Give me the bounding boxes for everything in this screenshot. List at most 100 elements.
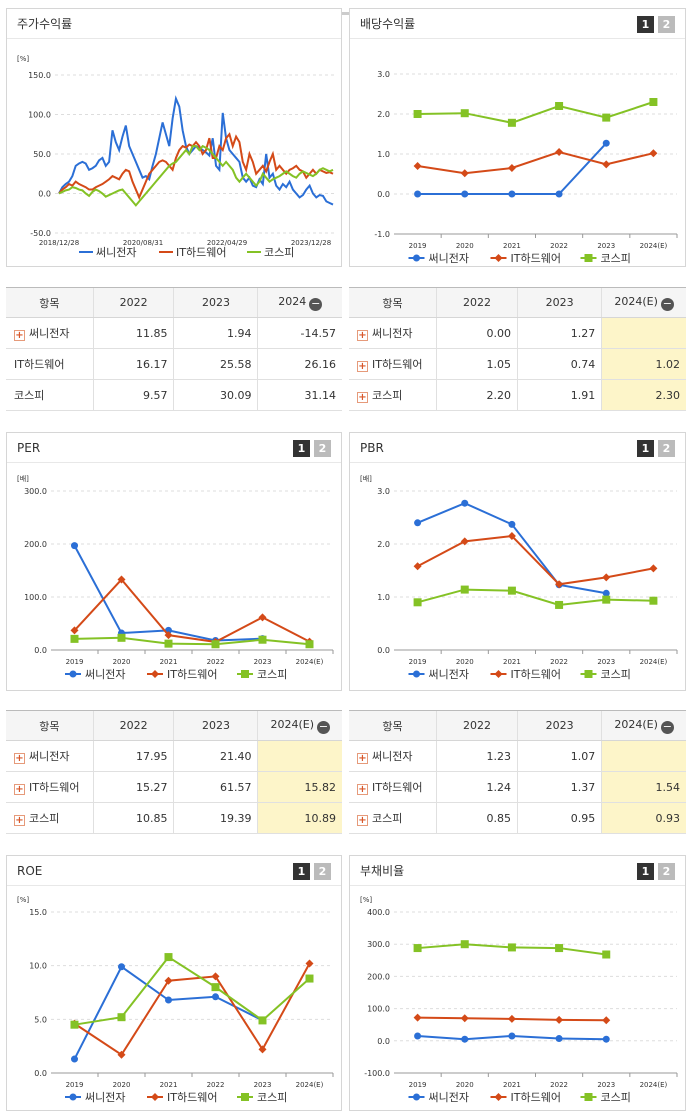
tab-1[interactable]: 1	[637, 16, 654, 33]
y-tick-label: -1.0	[374, 230, 390, 239]
y-tick-label: 300.0	[367, 940, 390, 949]
legend: 써니전자 IT하드웨어 코스피	[79, 245, 294, 259]
column-header: 항목	[349, 710, 437, 741]
data-point	[508, 1032, 516, 1040]
tab-1[interactable]: 1	[293, 863, 310, 880]
x-tick-label: 2019	[409, 1081, 427, 1089]
row-label-cell: 코스피	[6, 379, 94, 411]
value-cell: 25.58	[173, 348, 258, 380]
x-tick-label: 2020	[456, 658, 474, 666]
tab-1[interactable]: 1	[637, 440, 654, 457]
legend-item[interactable]: 써니전자	[408, 252, 469, 265]
value-cell: 1.27	[516, 317, 602, 349]
expand-icon[interactable]: +	[357, 330, 368, 341]
legend-item[interactable]: 코스피	[237, 1091, 287, 1104]
row-label: IT하드웨어	[29, 781, 80, 794]
data-point	[602, 160, 611, 169]
column-header-label: 2024	[278, 294, 307, 308]
tab-2[interactable]: 2	[658, 440, 675, 457]
legend-item[interactable]: 써니전자	[65, 1091, 125, 1104]
tab-2[interactable]: 2	[658, 16, 675, 33]
legend-label: 써니전자	[429, 668, 469, 681]
debt-ratio-chart: [%] 400.0 300.0 200.0 100.0 0.0 -100.0 2019 2020…	[360, 896, 678, 1104]
x-tick-label: 2020	[113, 658, 131, 666]
data-point	[555, 1015, 564, 1024]
tab-2[interactable]: 2	[314, 440, 331, 457]
tab-2[interactable]: 2	[314, 863, 331, 880]
legend-item[interactable]: 써니전자	[79, 246, 136, 259]
data-point	[555, 1035, 563, 1043]
value-cell: 1.07	[516, 740, 602, 772]
expand-icon[interactable]: +	[357, 392, 368, 403]
tab-2[interactable]: 2	[658, 863, 675, 880]
legend-item[interactable]: 코스피	[580, 252, 631, 265]
data-point	[602, 1016, 611, 1025]
data-point	[555, 102, 564, 110]
legend-item[interactable]: IT하드웨어	[147, 667, 217, 681]
legend-item[interactable]: IT하드웨어	[490, 251, 561, 265]
value-cell: 16.17	[92, 348, 174, 380]
legend-marker	[241, 670, 249, 678]
y-tick-label: 3.0	[377, 70, 390, 79]
legend-item[interactable]: IT하드웨어	[490, 667, 561, 681]
data-point	[555, 148, 564, 156]
legend-item[interactable]: IT하드웨어	[147, 1090, 217, 1104]
value-cell: 21.40	[173, 740, 258, 772]
expand-icon[interactable]: +	[357, 784, 368, 795]
column-header: 항목	[349, 287, 437, 318]
expand-icon[interactable]: +	[14, 753, 25, 764]
row-label-cell: + IT하드웨어	[6, 771, 94, 803]
per-chart: [배] 300.0 200.0 100.0 0.0 2019 2020 2021 2022 202…	[17, 474, 334, 681]
value-cell: 61.57	[173, 771, 258, 803]
legend-item[interactable]: 코스피	[580, 668, 631, 681]
y-tick-label: 5.0	[34, 1015, 47, 1024]
expand-icon[interactable]: +	[14, 330, 25, 341]
expand-icon[interactable]: +	[357, 815, 368, 826]
legend-item[interactable]: 써니전자	[408, 1091, 469, 1104]
column-header-label: 항목	[39, 719, 60, 733]
legend-marker	[584, 670, 593, 678]
data-point	[117, 575, 126, 584]
data-point	[117, 633, 126, 642]
collapse-icon[interactable]: −	[309, 296, 323, 311]
tab-1[interactable]: 1	[637, 863, 654, 880]
collapse-icon[interactable]: −	[660, 296, 674, 311]
value-cell: 30.09	[173, 379, 258, 411]
data-point	[414, 519, 422, 527]
row-label-cell: IT하드웨어	[6, 348, 94, 380]
column-header-label: 항목	[382, 296, 403, 310]
value-cell: 2.20	[436, 379, 518, 411]
series-1	[71, 542, 266, 644]
legend-marker	[413, 670, 420, 678]
expand-icon[interactable]: +	[357, 753, 368, 764]
series-line	[417, 150, 654, 175]
y-tick-label: 2.0	[377, 540, 390, 549]
y-tick-label: 0.0	[377, 190, 390, 199]
dividend-yield-table: 항목 2022 2023 2024(E) − + 써니전자 0.00 1.27 + IT하드웨어 1.…	[349, 287, 686, 411]
table-header-row: 항목 2022 2023 2024−	[6, 287, 342, 318]
legend-item[interactable]: IT하드웨어	[159, 245, 226, 259]
row-label-cell: + 써니전자	[6, 317, 94, 349]
column-header-label: 2022	[463, 296, 492, 309]
legend-label: IT하드웨어	[167, 667, 217, 681]
collapse-icon[interactable]: −	[660, 719, 674, 734]
y-tick-label: 0.0	[38, 190, 51, 199]
legend-item[interactable]: IT하드웨어	[490, 1090, 561, 1104]
tab-1[interactable]: 1	[293, 440, 310, 457]
legend-marker	[494, 254, 503, 262]
expand-icon[interactable]: +	[14, 784, 25, 795]
legend-item[interactable]: 써니전자	[65, 668, 125, 681]
collapse-icon[interactable]: −	[317, 719, 330, 734]
legend-item[interactable]: 써니전자	[408, 668, 469, 681]
legend-item[interactable]: 코스피	[247, 246, 294, 259]
legend-item[interactable]: 코스피	[580, 1091, 631, 1104]
row-label-cell: + IT하드웨어	[349, 771, 437, 803]
x-tick-label: 2022	[207, 658, 225, 666]
expand-icon[interactable]: +	[357, 361, 368, 372]
x-tick-label: 2020	[456, 1081, 474, 1089]
value-cell: 1.02	[601, 348, 686, 380]
legend-item[interactable]: 코스피	[237, 668, 287, 681]
expand-icon[interactable]: +	[14, 815, 25, 826]
value-cell: 9.57	[92, 379, 174, 411]
data-point	[507, 164, 516, 172]
